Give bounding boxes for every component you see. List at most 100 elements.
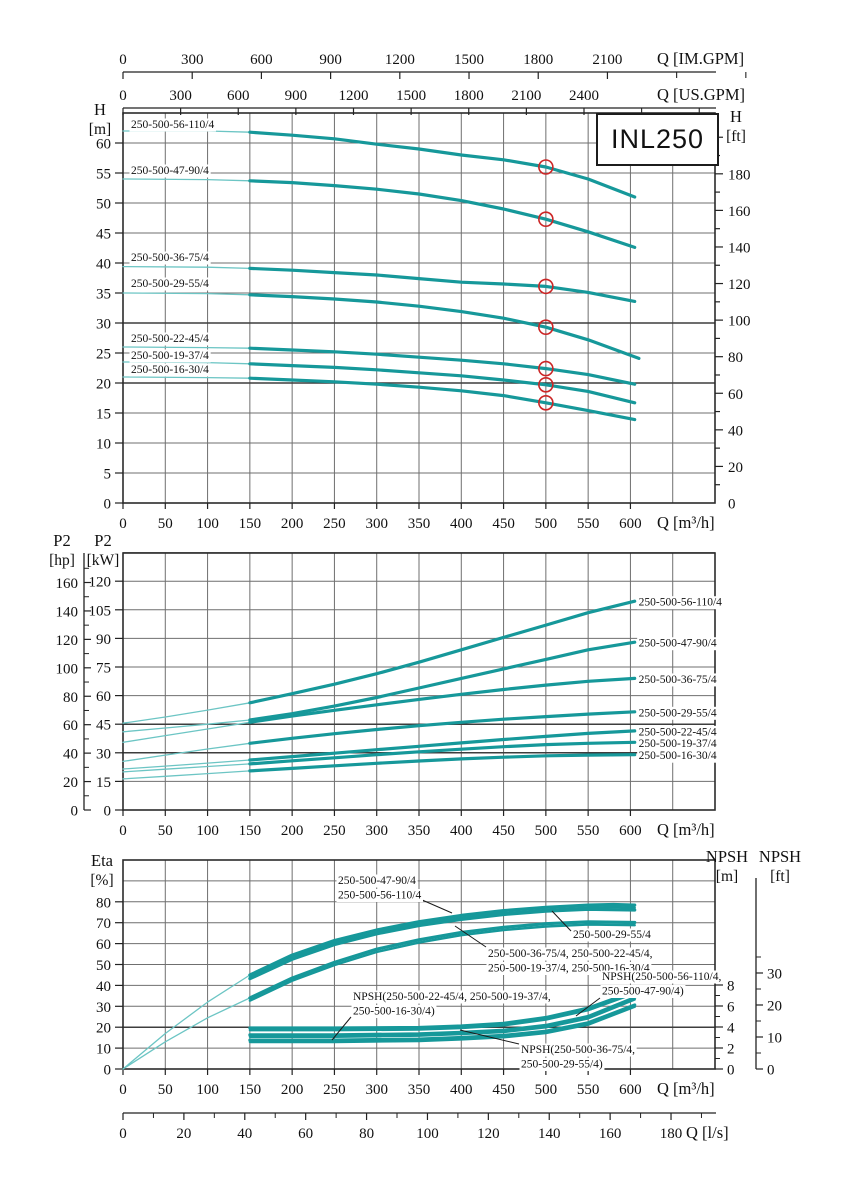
y-tick-label: 50 bbox=[96, 958, 111, 974]
curve-label: 250-500-56-110/4 bbox=[131, 119, 215, 131]
ls-tick-label: 100 bbox=[416, 1126, 439, 1142]
curve-250-500-22-45/4 bbox=[248, 1003, 637, 1042]
label-bg bbox=[637, 596, 724, 610]
y-tick-label: 60 bbox=[96, 137, 111, 153]
x-tick-label: 550 bbox=[577, 823, 600, 839]
y-tick-label: 30 bbox=[96, 1000, 111, 1016]
x-tick-label: 150 bbox=[239, 823, 262, 839]
curve-end-label: 250-500-29-55/4 bbox=[639, 707, 717, 719]
x-tick-label: 400 bbox=[450, 516, 473, 532]
gpm-tick-label: 600 bbox=[250, 52, 273, 68]
axis-header: H bbox=[94, 100, 106, 119]
label-bg bbox=[637, 749, 719, 763]
gpm-tick-label: 1800 bbox=[454, 88, 484, 104]
axis-header-unit: [m] bbox=[89, 121, 111, 138]
y-tick-label: 10 bbox=[96, 1042, 111, 1058]
ls-tick-label: 140 bbox=[538, 1126, 561, 1142]
axis-header: P2 bbox=[94, 531, 111, 550]
axis-header-unit: [hp] bbox=[49, 552, 75, 569]
annotation-label: 250-500-47-90/4 bbox=[338, 875, 416, 887]
annotation-label: NPSH(250-500-22-45/4, 250-500-19-37/4, bbox=[353, 991, 551, 1003]
label-bg bbox=[351, 990, 553, 1004]
duty-point-marker bbox=[538, 319, 554, 336]
x-tick-label: 300 bbox=[365, 823, 388, 839]
x-tick-label: 500 bbox=[535, 823, 558, 839]
x-tick-label: 200 bbox=[281, 1082, 304, 1098]
annotation-label: NPSH(250-500-56-110/4, bbox=[602, 971, 721, 983]
npsh-ft-tick-label: 20 bbox=[767, 998, 782, 1014]
curve-250-500-19-37/4 bbox=[248, 362, 637, 405]
ft-tick-label: 80 bbox=[728, 350, 743, 366]
ft-tick-label: 160 bbox=[728, 204, 751, 220]
ft-tick-label: 180 bbox=[728, 167, 751, 183]
x-tick-label: 250 bbox=[323, 516, 346, 532]
curve-end-label: 250-500-22-45/4 bbox=[639, 726, 717, 738]
axis-header-unit: [%] bbox=[90, 872, 113, 889]
x-tick-label: 500 bbox=[535, 1082, 558, 1098]
y-tick-label: 60 bbox=[96, 937, 111, 953]
label-bg bbox=[637, 637, 719, 651]
gpm-tick-label: 600 bbox=[227, 88, 250, 104]
duty-point-marker bbox=[538, 394, 554, 411]
y-tick-label: 35 bbox=[96, 287, 111, 303]
ft-tick-label: 120 bbox=[728, 277, 751, 293]
curve-thin-250-500-16-30/4 bbox=[122, 770, 251, 780]
eta-npsh-chart: 0 10 20 30 40 50 60 70 80 Eta [%] 0 2 4 6 8 NPSH [m] 0 10 20… bbox=[90, 847, 801, 1142]
annotation-label: 250-500-56-110/4 bbox=[338, 890, 422, 902]
x-tick-label: 600 bbox=[619, 1082, 642, 1098]
label-bg bbox=[519, 1058, 605, 1071]
y-tick-label: 5 bbox=[104, 467, 112, 483]
hp-tick-label: 160 bbox=[56, 576, 79, 592]
x-tick-label: 50 bbox=[158, 516, 173, 532]
label-bg bbox=[129, 349, 211, 363]
x-axis-title: Q [m³/h] bbox=[657, 513, 715, 532]
gpm-tick-label: 300 bbox=[181, 52, 204, 68]
y-tick-label: 55 bbox=[96, 167, 111, 183]
y-tick-label: 40 bbox=[96, 257, 111, 273]
axis-header-unit: [m] bbox=[716, 868, 738, 885]
curve-pair bbox=[248, 1005, 636, 1044]
annotation-label: 250-500-36-75/4, 250-500-22-45/4, bbox=[488, 948, 653, 960]
y-tick-label: 80 bbox=[96, 895, 111, 911]
npsh-m-tick-label: 4 bbox=[727, 1021, 735, 1037]
curve-250-500-16-30/4 bbox=[248, 753, 637, 773]
x-tick-label: 250 bbox=[323, 1082, 346, 1098]
x-tick-label: 0 bbox=[119, 823, 127, 839]
label-bg bbox=[129, 332, 211, 346]
label-bg bbox=[600, 985, 686, 998]
annotation-label: 250-500-29-55/4 bbox=[573, 929, 651, 941]
curve-label: 250-500-22-45/4 bbox=[131, 333, 209, 345]
duty-point-marker bbox=[538, 376, 554, 393]
gpm-tick-label: 1200 bbox=[338, 88, 368, 104]
curve-250-500-56-110/4 bbox=[248, 989, 637, 1030]
label-bg bbox=[637, 725, 719, 739]
curve-thin-250-500-56-110/4 bbox=[122, 702, 251, 724]
y-tick-label: 0 bbox=[104, 497, 112, 513]
curve-250-500-47-90/4 bbox=[248, 640, 637, 722]
curve-end-label: 250-500-16-30/4 bbox=[639, 750, 717, 762]
x-tick-label: 150 bbox=[239, 516, 262, 532]
curve-thin-250-500-19-37/4 bbox=[122, 763, 251, 773]
model-title: INL250 bbox=[610, 124, 705, 154]
y-tick-label: 50 bbox=[96, 197, 111, 213]
hp-tick-label: 140 bbox=[56, 604, 79, 620]
curve-label: 250-500-19-37/4 bbox=[131, 350, 209, 362]
x-axis-title: Q [m³/h] bbox=[657, 820, 715, 839]
x-tick-label: 200 bbox=[281, 516, 304, 532]
ls-tick-label: 40 bbox=[237, 1126, 252, 1142]
x-tick-label: 550 bbox=[577, 1082, 600, 1098]
label-bg bbox=[129, 118, 217, 132]
curve-label: 250-500-16-30/4 bbox=[131, 364, 209, 376]
y-tick-label: 15 bbox=[96, 407, 111, 423]
npsh-m-tick-label: 6 bbox=[727, 1000, 735, 1016]
y-tick-label: 20 bbox=[96, 377, 111, 393]
curve-thin-250-500-47-90/4 bbox=[122, 974, 251, 1070]
ls-tick-label: 60 bbox=[298, 1126, 313, 1142]
x-tick-label: 200 bbox=[281, 823, 304, 839]
curve-thin-250-500-16-30/4 bbox=[122, 376, 251, 379]
gpm-tick-label: 300 bbox=[169, 88, 192, 104]
curve-thin-250-500-47-90/4 bbox=[122, 178, 251, 182]
curve-thin-250-500-47-90/4 bbox=[122, 719, 251, 733]
curve-end-label: 250-500-47-90/4 bbox=[639, 638, 717, 650]
ls-tick-label: 180 bbox=[660, 1126, 683, 1142]
